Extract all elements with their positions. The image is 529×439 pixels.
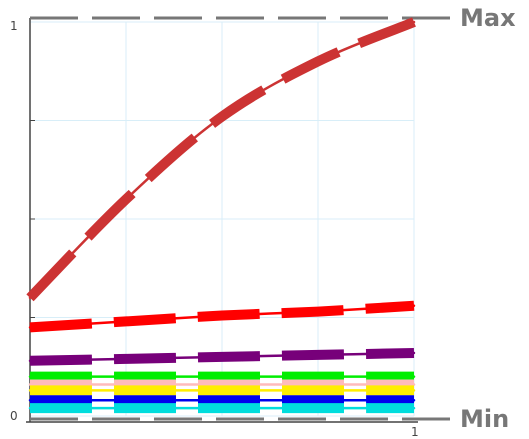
x-tick-label: 1 — [411, 425, 419, 439]
tick-labels: 0 1 1 — [10, 19, 419, 439]
min-label: Min — [460, 405, 509, 433]
y-tick-label: 0 — [10, 409, 18, 423]
series-line-1 — [26, 17, 416, 302]
max-label: Max — [460, 4, 516, 32]
reference-lines: Max Min — [30, 4, 516, 433]
axes — [26, 18, 418, 423]
series-group — [26, 17, 416, 414]
y-tick-label: 1 — [10, 19, 18, 33]
series-line-2 — [29, 300, 415, 333]
series-line-3 — [29, 348, 415, 366]
